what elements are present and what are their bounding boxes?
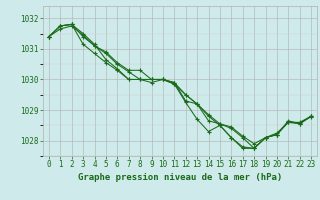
X-axis label: Graphe pression niveau de la mer (hPa): Graphe pression niveau de la mer (hPa) — [78, 173, 282, 182]
